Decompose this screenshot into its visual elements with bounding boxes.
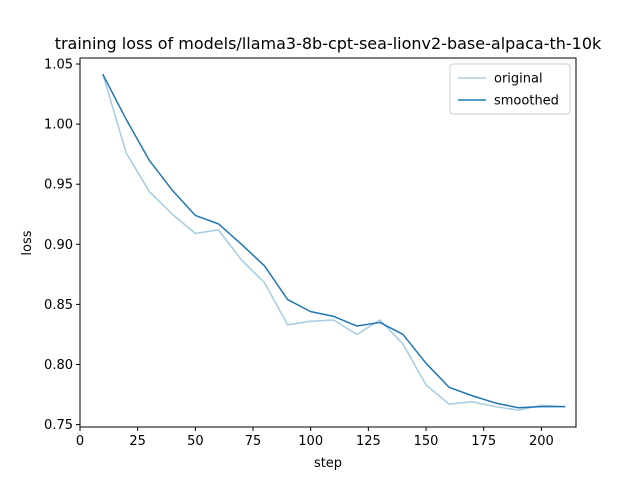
x-tick-label: 150 [414,434,439,449]
x-axis-label: step [314,456,342,471]
legend: original smoothed [449,63,571,115]
plot-area [102,73,566,411]
x-tick-label: 175 [471,434,496,449]
axes-frame [79,57,577,428]
series-line-original [102,73,566,411]
series-line-smoothed [102,73,566,409]
legend-label-original: original [494,72,543,87]
y-tick-label: 1.00 [44,118,73,133]
x-tick-label: 100 [298,434,323,449]
y-tick-label: 1.05 [44,58,73,73]
legend-box [449,63,571,115]
x-tick-label: 75 [245,434,262,449]
x-tick-label: 50 [187,434,204,449]
y-tick-label: 0.80 [44,358,73,373]
x-tick-label: 125 [356,434,381,449]
y-tick-label: 0.85 [44,298,73,313]
x-tick-label: 200 [529,434,554,449]
chart-title: training loss of models/llama3-8b-cpt-se… [55,34,602,53]
y-axis-label: loss [20,230,35,255]
legend-label-smoothed: smoothed [494,94,559,109]
x-tick-label: 0 [76,434,84,449]
axis-ticks: 0 25 50 75 100 125 150 175 200 0.75 0.80 0.85 0.90 0.… [44,58,554,449]
y-tick-label: 0.95 [44,178,73,193]
x-tick-label: 25 [129,434,146,449]
y-tick-label: 0.90 [44,238,73,253]
y-tick-label: 0.75 [44,418,73,433]
